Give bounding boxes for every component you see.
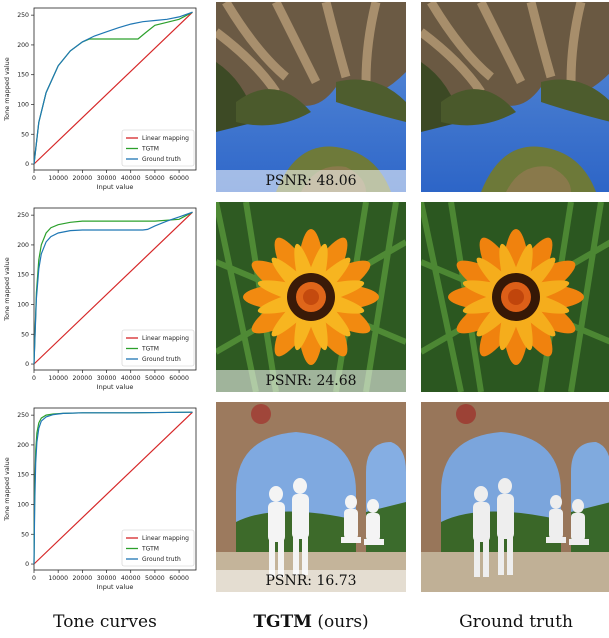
x-tick-label: 50000 (145, 175, 165, 182)
tone-curve-svg-3: 0 10000 20000 30000 40000 50000 60000 0 50 100 150… (3, 407, 197, 591)
x-tick-label: 0 (32, 575, 36, 582)
x-axis-label: Input value (97, 183, 134, 191)
y-tick-label: 150 (17, 72, 29, 79)
psnr-label: PSNR: 16.73 (216, 570, 406, 592)
x-tick-label: 30000 (97, 575, 117, 582)
y-tick-label: 250 (17, 12, 29, 19)
series-line-ground-truth (33, 11, 193, 165)
psnr-label: PSNR: 24.68 (216, 370, 406, 392)
caption-tgtm-bold: TGTM (253, 612, 312, 632)
y-tick-label: 50 (21, 131, 29, 138)
legend-label: TGTM (141, 346, 159, 353)
series-line-linear-mapping (33, 11, 193, 165)
x-tick-label: 0 (32, 175, 36, 182)
tone-curve-chart-1: 0 10000 20000 30000 40000 50000 60000 0 50 100 150… (0, 2, 200, 192)
y-tick-label: 100 (17, 501, 29, 508)
ground-truth-image-flower (421, 202, 609, 392)
flower-photo (216, 202, 406, 392)
legend-label: Ground truth (142, 156, 181, 163)
legend-label: TGTM (141, 146, 159, 153)
y-tick-label: 0 (25, 161, 29, 168)
y-tick-label: 150 (17, 472, 29, 479)
series-line-tgtm (33, 211, 193, 365)
y-tick-label: 150 (17, 272, 29, 279)
ground-truth-image-statues (421, 402, 609, 592)
tgtm-image-flower: PSNR: 24.68 (216, 202, 406, 392)
x-tick-label: 20000 (73, 175, 93, 182)
x-tick-label: 10000 (48, 575, 68, 582)
caption-tgtm: TGTM (ours) (211, 612, 411, 632)
y-axis-label: Tone mapped value (3, 257, 11, 322)
y-tick-label: 200 (17, 42, 29, 49)
tone-curve-svg-2: 0 10000 20000 30000 40000 50000 60000 0 50 100 150… (3, 207, 197, 391)
x-tick-label: 10000 (48, 375, 68, 382)
tone-curve-svg-1: 0 10000 20000 30000 40000 50000 60000 0 50 100 150… (3, 7, 197, 191)
legend-label: Linear mapping (142, 535, 189, 542)
x-tick-label: 30000 (97, 175, 117, 182)
series-line-linear-mapping (33, 211, 193, 365)
caption-ground-truth: Ground truth (459, 612, 573, 632)
statues-photo-gt (421, 402, 609, 592)
y-tick-label: 100 (17, 301, 29, 308)
x-tick-label: 10000 (48, 175, 68, 182)
x-tick-label: 20000 (73, 375, 93, 382)
tgtm-image-tree: PSNR: 48.06 (216, 2, 406, 192)
ground-truth-image-tree (421, 2, 609, 192)
x-tick-label: 60000 (169, 375, 189, 382)
legend-box (121, 129, 195, 167)
tone-curve-chart-3: 0 10000 20000 30000 40000 50000 60000 0 50 100 150… (0, 402, 200, 592)
x-tick-label: 50000 (145, 575, 165, 582)
x-tick-label: 0 (32, 375, 36, 382)
legend-label: Linear mapping (142, 135, 189, 142)
y-axis-label: Tone mapped value (3, 457, 11, 522)
x-axis-label: Input value (97, 583, 134, 591)
legend-label: Ground truth (142, 356, 181, 363)
x-tick-label: 60000 (169, 575, 189, 582)
tone-curve-chart-2: 0 10000 20000 30000 40000 50000 60000 0 50 100 150… (0, 202, 200, 392)
caption-tgtm-rest: (ours) (311, 612, 369, 632)
x-tick-label: 40000 (121, 175, 141, 182)
y-tick-label: 0 (25, 361, 29, 368)
x-tick-label: 50000 (145, 375, 165, 382)
x-tick-label: 60000 (169, 175, 189, 182)
tgtm-image-statues: PSNR: 16.73 (216, 402, 406, 592)
flower-photo-gt (421, 202, 609, 392)
y-tick-label: 50 (21, 331, 29, 338)
y-tick-label: 200 (17, 242, 29, 249)
legend-box (121, 329, 195, 367)
legend-label: TGTM (141, 546, 159, 553)
x-tick-label: 20000 (73, 575, 93, 582)
y-tick-label: 100 (17, 101, 29, 108)
x-tick-label: 40000 (121, 375, 141, 382)
x-tick-label: 40000 (121, 575, 141, 582)
y-tick-label: 50 (21, 531, 29, 538)
series-line-ground-truth (33, 211, 193, 365)
y-axis-label: Tone mapped value (3, 57, 11, 122)
legend-label: Ground truth (142, 556, 181, 563)
tree-photo (216, 2, 406, 192)
legend-box (121, 529, 195, 567)
psnr-label: PSNR: 48.06 (216, 170, 406, 192)
series-line-linear-mapping (33, 411, 193, 565)
x-tick-label: 30000 (97, 375, 117, 382)
series-line-ground-truth (33, 411, 193, 565)
x-axis-label: Input value (97, 383, 134, 391)
tree-photo-gt (421, 2, 609, 192)
legend-label: Linear mapping (142, 335, 189, 342)
y-tick-label: 0 (25, 561, 29, 568)
y-tick-label: 250 (17, 212, 29, 219)
y-tick-label: 200 (17, 442, 29, 449)
y-tick-label: 250 (17, 412, 29, 419)
caption-tone-curves: Tone curves (53, 612, 157, 632)
statues-photo (216, 402, 406, 592)
